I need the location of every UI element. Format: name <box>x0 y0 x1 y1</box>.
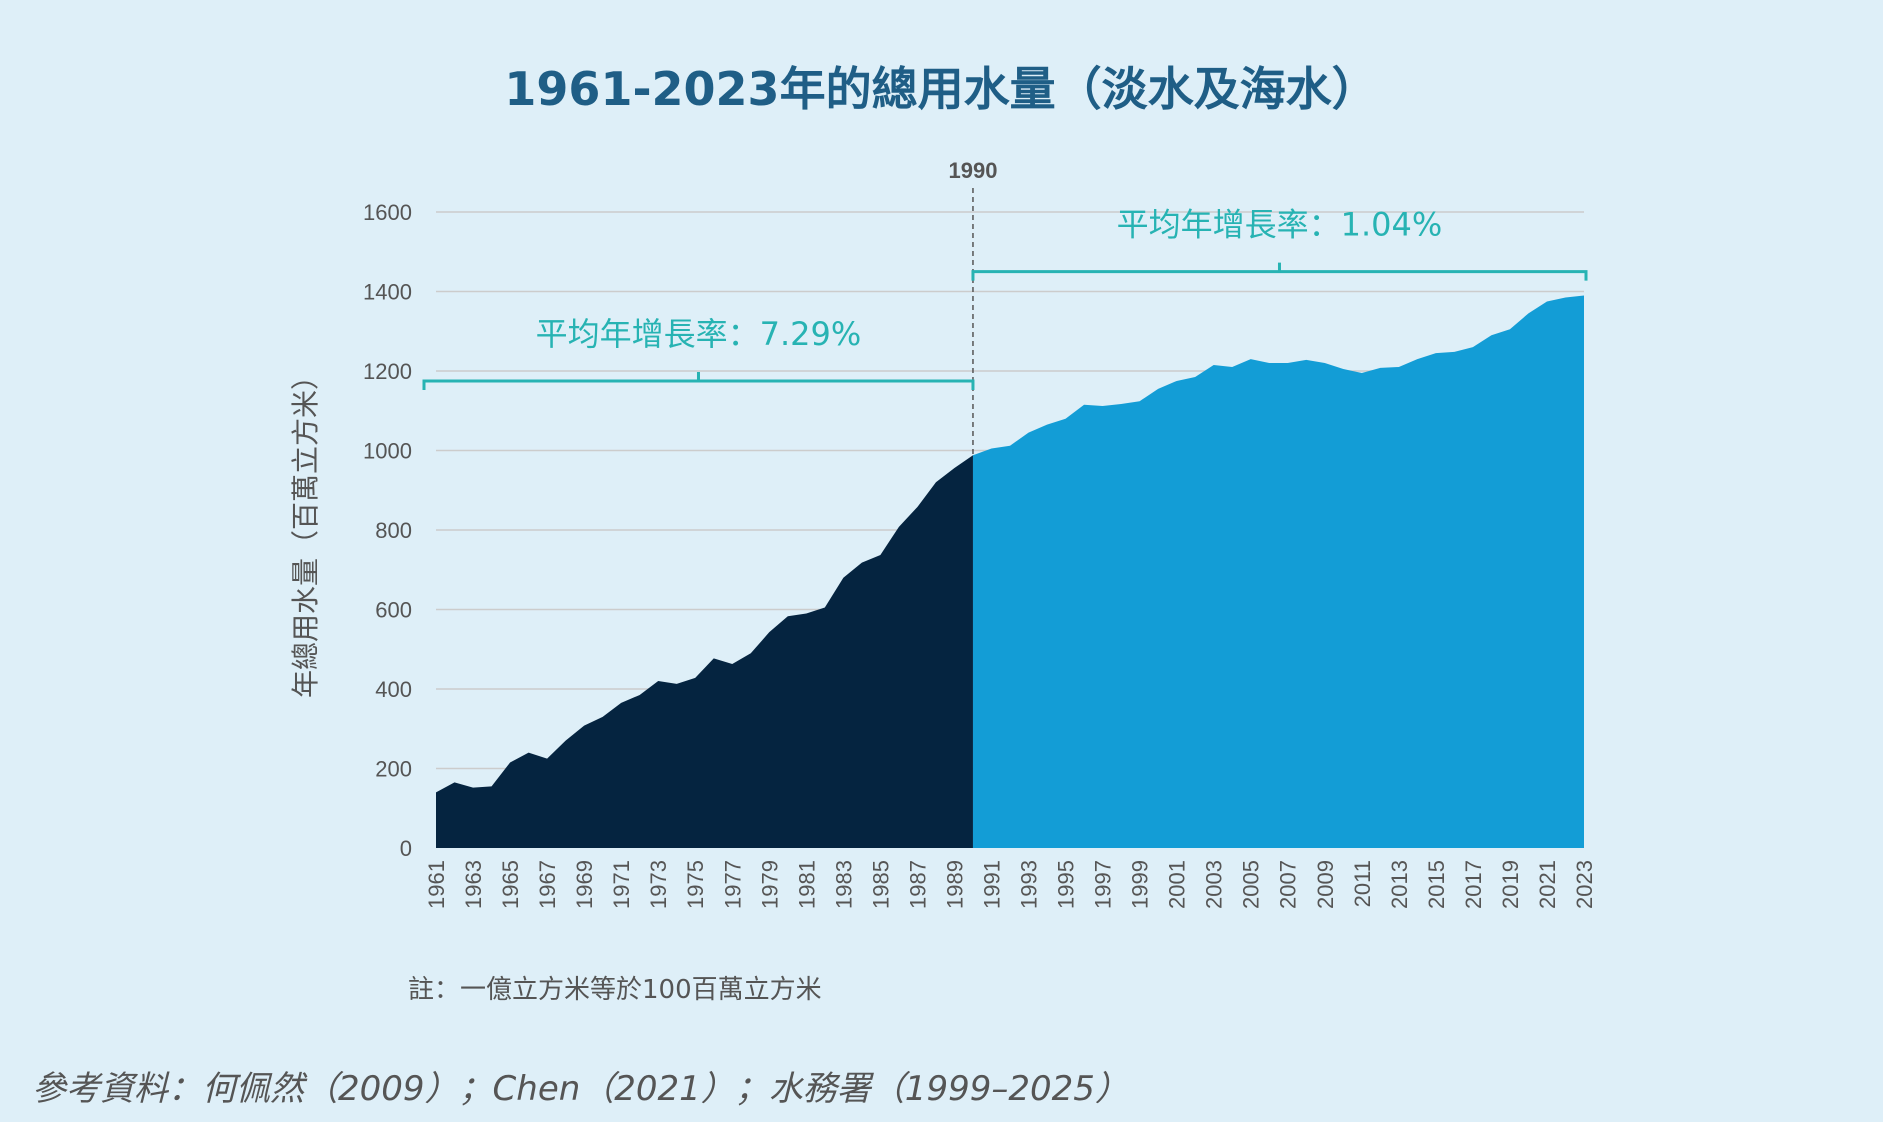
x-tick-label-1979: 1979 <box>757 860 782 909</box>
x-tick-label-1991: 1991 <box>979 860 1004 909</box>
y-tick-label-200: 200 <box>375 757 412 782</box>
growth-rate-annotations: 平均年增長率：7.29% 平均年增長率：1.04% <box>422 206 1588 390</box>
x-tick-label-1993: 1993 <box>1017 860 1042 909</box>
y-tick-label-0: 0 <box>400 836 412 861</box>
source-citation: 參考資料：何佩然（2009）；Chen（2021）；水務署（1999–2025） <box>32 1069 1129 1109</box>
x-tick-label-1961: 1961 <box>424 860 449 909</box>
x-tick-label-2005: 2005 <box>1239 860 1264 909</box>
x-tick-label-1999: 1999 <box>1128 860 1153 909</box>
split-marker: 1990 <box>948 158 997 456</box>
x-tick-label-1995: 1995 <box>1054 860 1079 909</box>
x-tick-label-2013: 2013 <box>1387 860 1412 909</box>
x-tick-label-1965: 1965 <box>498 860 523 909</box>
x-tick-label-2023: 2023 <box>1572 860 1597 909</box>
y-tick-label-600: 600 <box>375 598 412 623</box>
growth-rate-label-2: 平均年增長率：1.04% <box>1117 206 1443 244</box>
growth-rate-label-1: 平均年增長率：7.29% <box>536 315 862 353</box>
y-tick-label-1000: 1000 <box>363 439 412 464</box>
y-axis-label: 年總用水量（百萬立方米） <box>289 362 322 698</box>
growth-bracket-1 <box>422 371 975 390</box>
footnote: 註：一億立方米等於100百萬立方米 <box>408 975 822 1005</box>
x-tick-label-1987: 1987 <box>905 860 930 909</box>
y-tick-label-400: 400 <box>375 677 412 702</box>
x-tick-label-1989: 1989 <box>942 860 967 909</box>
x-tick-label-1983: 1983 <box>831 860 856 909</box>
data-areas <box>436 295 1584 849</box>
y-tick-label-1200: 1200 <box>363 359 412 384</box>
area-1961-1990 <box>436 455 973 848</box>
split-label: 1990 <box>948 158 997 183</box>
y-axis-tick-labels: 0 200 400 600 800 1000 1200 1400 1600 <box>363 200 412 861</box>
x-tick-label-2015: 2015 <box>1424 860 1449 909</box>
x-tick-label-1967: 1967 <box>535 860 560 909</box>
chart-title: 1961-2023年的總用水量（淡水及海水） <box>504 62 1377 116</box>
y-tick-label-1400: 1400 <box>363 280 412 305</box>
x-tick-label-2009: 2009 <box>1313 860 1338 909</box>
growth-bracket-2 <box>971 262 1588 281</box>
x-tick-label-1971: 1971 <box>609 860 634 909</box>
x-tick-label-1981: 1981 <box>794 860 819 909</box>
x-tick-label-2001: 2001 <box>1165 860 1190 909</box>
x-tick-label-1997: 1997 <box>1091 860 1116 909</box>
x-axis-tick-labels: 1961 1963 1965 1967 1969 1971 1973 1975 1977 1979… <box>424 860 1597 909</box>
x-tick-label-1963: 1963 <box>461 860 486 909</box>
y-tick-label-1600: 1600 <box>363 200 412 225</box>
x-tick-label-1985: 1985 <box>868 860 893 909</box>
x-tick-label-2003: 2003 <box>1202 860 1227 909</box>
x-tick-label-2019: 2019 <box>1498 860 1523 909</box>
x-tick-label-1969: 1969 <box>572 860 597 909</box>
x-tick-label-1975: 1975 <box>683 860 708 909</box>
x-tick-label-2011: 2011 <box>1350 860 1375 907</box>
x-tick-label-2021: 2021 <box>1535 860 1560 909</box>
x-tick-label-2017: 2017 <box>1461 860 1486 909</box>
area-1990-2023 <box>972 295 1584 849</box>
x-tick-label-1977: 1977 <box>720 860 745 909</box>
x-tick-label-2007: 2007 <box>1276 860 1301 909</box>
y-tick-label-800: 800 <box>375 518 412 543</box>
x-tick-label-1973: 1973 <box>646 860 671 909</box>
